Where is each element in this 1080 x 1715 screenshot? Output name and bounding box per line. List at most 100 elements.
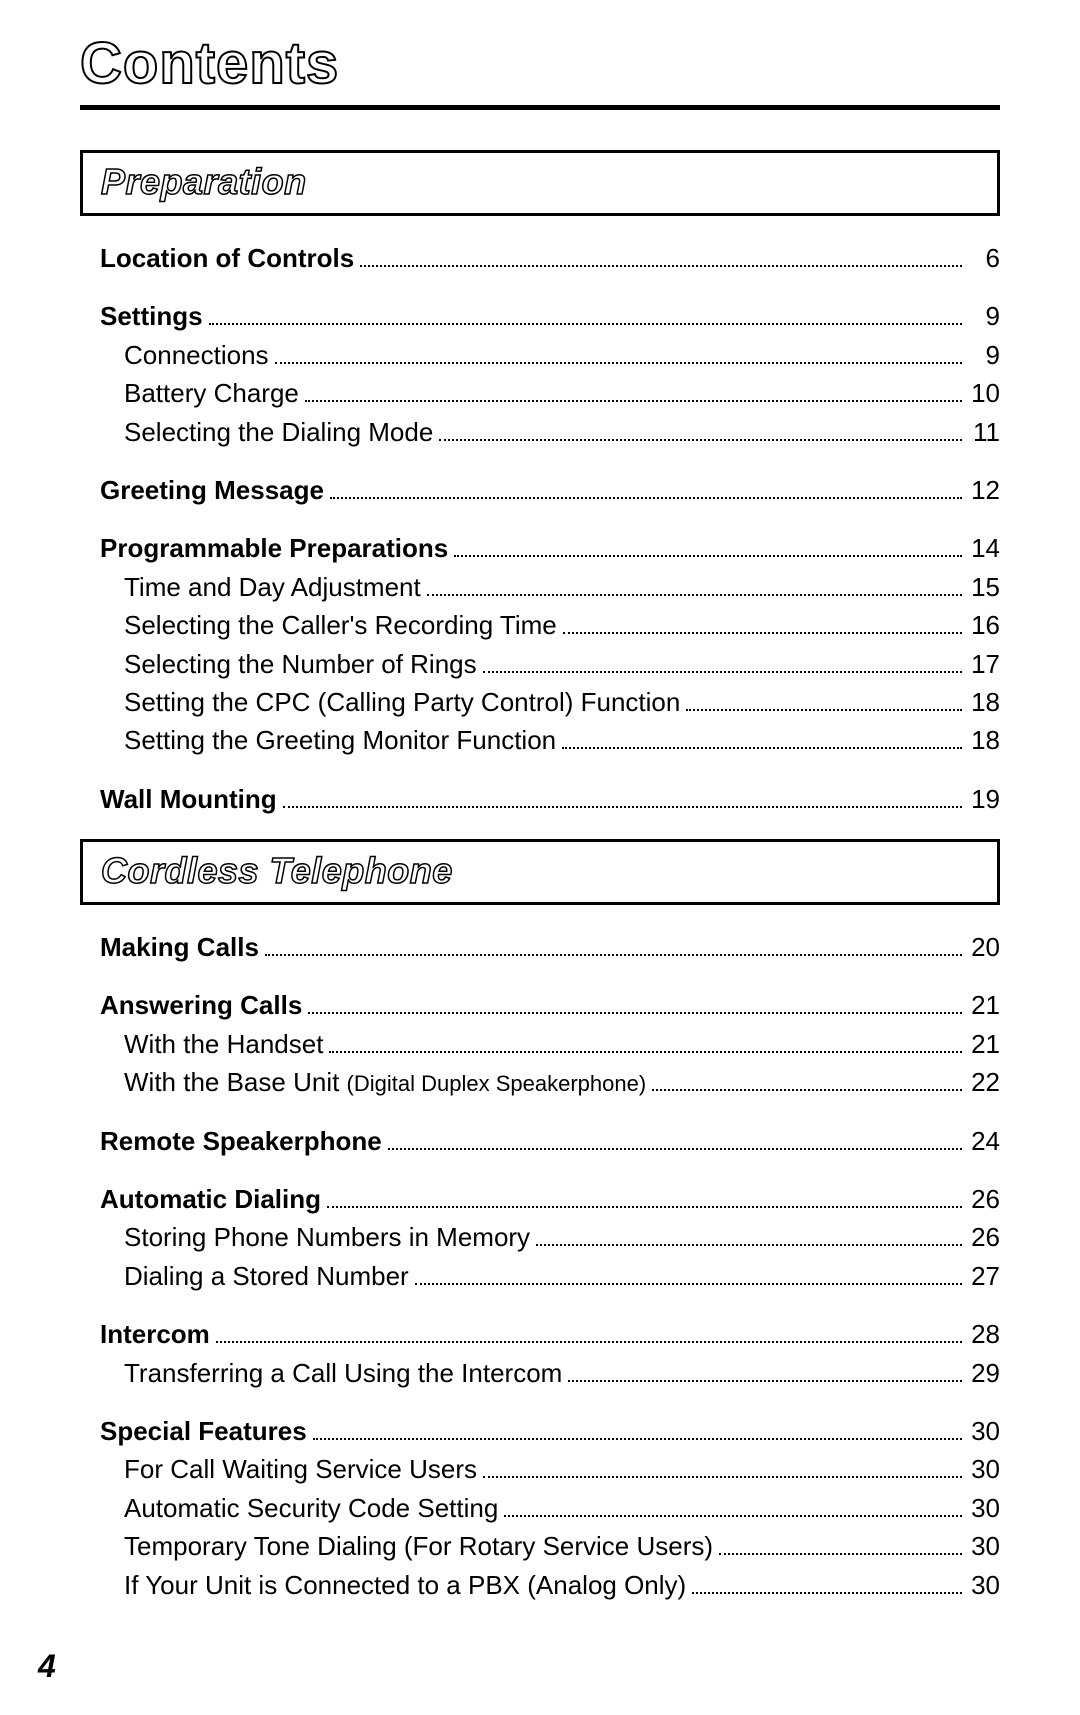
toc-entry-label: With the Base Unit (Digital Duplex Speak…: [124, 1064, 646, 1100]
toc-entry-label: Connections: [124, 337, 269, 373]
toc-entry-label: Answering Calls: [100, 987, 302, 1023]
toc-entry-label: Battery Charge: [124, 375, 299, 411]
toc-entry-page: 10: [966, 375, 1000, 411]
toc-entry-sub: Setting the CPC (Calling Party Control) …: [124, 684, 1000, 720]
toc-entry-page: 19: [966, 781, 1000, 817]
title-rule: [80, 105, 1000, 110]
toc-leader: [329, 1027, 962, 1053]
toc-entry-label: If Your Unit is Connected to a PBX (Anal…: [124, 1567, 686, 1603]
toc-entry-label: Settings: [100, 298, 203, 334]
toc-leader: [330, 473, 962, 499]
toc-entry-sub: With the Base Unit (Digital Duplex Speak…: [124, 1064, 1000, 1100]
toc-group: Answering Calls 21With the Handset21With …: [100, 987, 1000, 1100]
toc-entry-label: Making Calls: [100, 929, 259, 965]
toc-sections: Preparation Location of Controls6 Settings…: [80, 150, 1000, 1603]
toc-entry-page: 30: [966, 1567, 1000, 1603]
toc-entry-page: 11: [966, 414, 1000, 450]
toc-entry-main: Intercom28: [100, 1316, 1000, 1352]
toc-entry-main: Answering Calls 21: [100, 987, 1000, 1023]
toc-entry-sub: Connections 9: [124, 337, 1000, 373]
toc-leader: [483, 647, 962, 673]
toc-entry-sub: Transferring a Call Using the Intercom29: [124, 1355, 1000, 1391]
toc-leader: [216, 1317, 962, 1343]
toc-entry-page: 26: [966, 1181, 1000, 1217]
toc-entry-page: 16: [966, 607, 1000, 643]
toc-leader: [439, 415, 962, 441]
toc-leader: [388, 1124, 962, 1150]
toc-entry-label: Remote Speakerphone: [100, 1123, 382, 1159]
toc-group: Programmable Preparations14Time and Day …: [100, 530, 1000, 758]
toc-entry-main: Programmable Preparations14: [100, 530, 1000, 566]
toc-entry-main: Greeting Message 12: [100, 472, 1000, 508]
toc-leader: [427, 570, 962, 596]
toc-entry-page: 18: [966, 722, 1000, 758]
toc-entry-sub: Dialing a Stored Number 27: [124, 1258, 1000, 1294]
toc-entry-page: 21: [966, 987, 1000, 1023]
toc-leader: [536, 1220, 962, 1246]
toc-entry-sub: Time and Day Adjustment15: [124, 569, 1000, 605]
toc-entry-page: 17: [966, 646, 1000, 682]
toc-entry-main: Remote Speakerphone 24: [100, 1123, 1000, 1159]
toc-entry-page: 24: [966, 1123, 1000, 1159]
toc-entry-label: Automatic Dialing: [100, 1181, 321, 1217]
toc-leader: [504, 1491, 962, 1517]
toc-entry-page: 9: [966, 337, 1000, 373]
toc-entry-main: Special Features 30: [100, 1413, 1000, 1449]
toc-entry-main: Automatic Dialing 26: [100, 1181, 1000, 1217]
toc-entry-sub: Selecting the Caller's Recording Time16: [124, 607, 1000, 643]
toc-entry-page: 26: [966, 1219, 1000, 1255]
toc-entry-sub: For Call Waiting Service Users30: [124, 1451, 1000, 1487]
toc-entry-label: For Call Waiting Service Users: [124, 1451, 477, 1487]
toc-entry-label: Location of Controls: [100, 240, 354, 276]
toc-group: Special Features30For Call Waiting Servi…: [100, 1413, 1000, 1603]
toc-entry-page: 9: [966, 298, 1000, 334]
toc-entry-label: With the Handset: [124, 1026, 323, 1062]
toc-leader: [265, 930, 962, 956]
section-header: Cordless Telephone: [80, 839, 1000, 905]
toc-group: Greeting Message 12: [100, 472, 1000, 508]
toc-entry-sub: With the Handset21: [124, 1026, 1000, 1062]
toc-entry-label: Setting the Greeting Monitor Function: [124, 722, 556, 758]
toc-leader: [563, 608, 962, 634]
toc-entry-page: 12: [966, 472, 1000, 508]
toc-entry-label: Dialing a Stored Number: [124, 1258, 409, 1294]
toc-entry-sub: Battery Charge 10: [124, 375, 1000, 411]
toc-entry-label: Selecting the Dialing Mode: [124, 414, 433, 450]
toc-leader: [283, 782, 962, 808]
section-header-text: Cordless Telephone: [101, 850, 979, 892]
toc-entry-page: 30: [966, 1413, 1000, 1449]
toc-group: Remote Speakerphone 24: [100, 1123, 1000, 1159]
toc-leader: [719, 1529, 962, 1555]
toc-entry-page: 28: [966, 1316, 1000, 1352]
toc-group: Intercom28Transferring a Call Using the …: [100, 1316, 1000, 1391]
toc-entry-page: 22: [966, 1064, 1000, 1100]
toc-entry-main: Settings 9: [100, 298, 1000, 334]
toc-entry-page: 15: [966, 569, 1000, 605]
toc-entry-label: Wall Mounting: [100, 781, 277, 817]
toc-leader: [562, 723, 962, 749]
toc-leader: [305, 376, 962, 402]
toc-entry-sub: Automatic Security Code Setting30: [124, 1490, 1000, 1526]
toc-leader: [415, 1259, 962, 1285]
section-header-text: Preparation: [101, 161, 979, 203]
toc-entry-sub: Temporary Tone Dialing (For Rotary Servi…: [124, 1528, 1000, 1564]
toc-leader: [568, 1356, 962, 1382]
toc-entry-label: Transferring a Call Using the Intercom: [124, 1355, 562, 1391]
toc-entry-page: 14: [966, 530, 1000, 566]
toc-entry-label: Storing Phone Numbers in Memory: [124, 1219, 530, 1255]
toc-leader: [308, 988, 962, 1014]
toc-entry-main: Location of Controls6: [100, 240, 1000, 276]
toc-entry-label: Greeting Message: [100, 472, 324, 508]
page-number: 4: [38, 1648, 56, 1685]
toc-entry-sub: Selecting the Dialing Mode 11: [124, 414, 1000, 450]
toc-entry-label: Special Features: [100, 1413, 307, 1449]
toc-group: Making Calls20: [100, 929, 1000, 965]
toc-entry-sub: Selecting the Number of Rings17: [124, 646, 1000, 682]
toc-entry-label: Temporary Tone Dialing (For Rotary Servi…: [124, 1528, 713, 1564]
section-header: Preparation: [80, 150, 1000, 216]
toc-entry-sub: Storing Phone Numbers in Memory 26: [124, 1219, 1000, 1255]
toc-entry-sub: If Your Unit is Connected to a PBX (Anal…: [124, 1567, 1000, 1603]
toc-entry-page: 27: [966, 1258, 1000, 1294]
toc-entry-page: 30: [966, 1490, 1000, 1526]
toc-group: Automatic Dialing26Storing Phone Numbers…: [100, 1181, 1000, 1294]
